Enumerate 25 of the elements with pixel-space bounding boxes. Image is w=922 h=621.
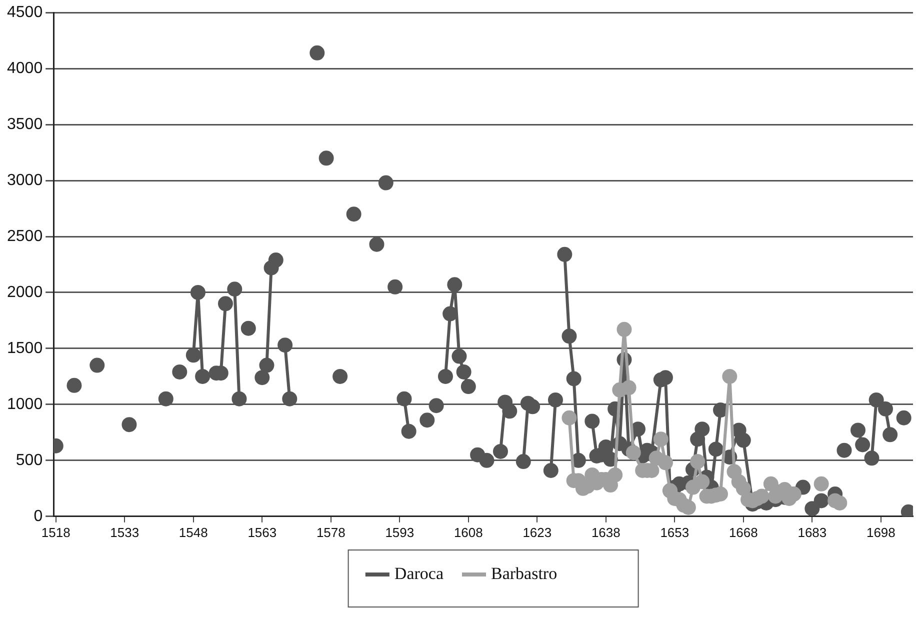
x-tick-label: 1683 [798,524,827,540]
y-tick-label: 2000 [7,284,43,301]
x-tick-label: 1548 [178,524,208,540]
x-tick-label: 1638 [591,524,620,540]
x-tick-label: 1578 [316,524,346,540]
y-tick-label: 4500 [7,4,43,22]
x-tick-label: 1533 [110,524,140,540]
legend-label: Daroca [394,564,444,583]
y-tick-label: 1500 [7,340,43,357]
x-tick-label: 1563 [248,524,277,540]
legend-label: Barbastro [490,564,558,583]
y-tick-label: 3500 [7,116,43,133]
y-tick-label: 500 [16,452,43,469]
x-tick-label: 1623 [522,524,552,540]
y-tick-label: 3000 [7,172,43,189]
x-tick-label: 1668 [728,524,758,540]
y-tick-label: 1000 [7,396,43,413]
x-tick-label: 1593 [385,524,414,540]
y-tick-label: 4000 [7,60,43,77]
x-tick-label: 1653 [660,524,690,540]
x-tick-label: 1518 [41,524,70,540]
y-tick-label: 2500 [7,228,43,245]
x-tick-label: 1698 [866,524,896,540]
x-tick-label: 1608 [454,524,483,540]
y-tick-label: 0 [34,508,43,525]
